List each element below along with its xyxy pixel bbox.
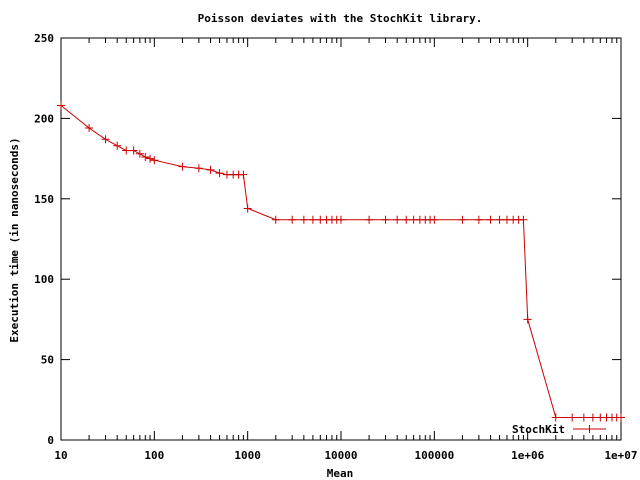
data-point [430,215,439,224]
plot-frame [60,37,622,441]
data-point [141,152,150,161]
x-axis: 10 100 1000 10000 100000 1e+06 1e+07 [54,38,638,462]
data-point [486,215,495,224]
data-point [458,215,467,224]
series-layer [57,101,625,422]
data-point [523,315,532,324]
data-point [113,141,122,150]
data-point [243,204,252,213]
x-axis-label: Mean [327,467,354,480]
legend-label: StochKit [512,423,565,436]
data-point [381,215,390,224]
data-point [271,215,280,224]
data-point [206,165,215,174]
data-point [146,154,155,163]
y-tick-label: 200 [34,112,54,125]
data-point [495,215,504,224]
data-point [215,169,224,178]
data-point [617,413,625,422]
y-tick-label: 0 [47,434,54,447]
x-tick-label: 1000 [234,449,261,462]
data-point [308,215,317,224]
data-point [194,164,203,173]
data-point [519,215,528,224]
data-point [178,162,187,171]
x-tick-label: 10000 [324,449,357,462]
legend: StochKit [512,423,606,436]
x-tick-label: 1e+07 [604,449,637,462]
legend-marker [585,425,594,433]
data-point [402,215,411,224]
x-tick-label: 1e+06 [511,449,544,462]
x-tick-label: 10 [54,449,67,462]
y-tick-label: 250 [34,32,54,45]
data-point [122,146,131,155]
data-point [365,215,374,224]
data-point [579,413,588,422]
x-tick-label: 100000 [414,449,454,462]
data-point [474,215,483,224]
data-point [393,215,402,224]
data-point [129,146,138,155]
data-point [101,135,110,144]
data-point [299,215,308,224]
y-tick-label: 100 [34,273,54,286]
data-point [135,149,144,158]
legend-marker-glyph [585,425,594,433]
y-tick-label: 150 [34,193,54,206]
data-point [150,156,159,165]
data-point [85,124,94,133]
data-point [568,413,577,422]
data-point [288,215,297,224]
data-point [239,170,248,179]
series-line [60,105,621,418]
data-point [588,413,597,422]
data-point [551,413,560,422]
y-tick-label: 50 [41,354,54,367]
y-axis: 0 50 100 150 200 250 [34,32,621,447]
y-axis-label: Execution time (in nanoseconds) [8,137,21,342]
data-point [337,215,345,224]
chart-title: Poisson deviates with the StochKit libra… [198,12,483,25]
data-point [57,101,65,110]
x-tick-label: 100 [144,449,164,462]
